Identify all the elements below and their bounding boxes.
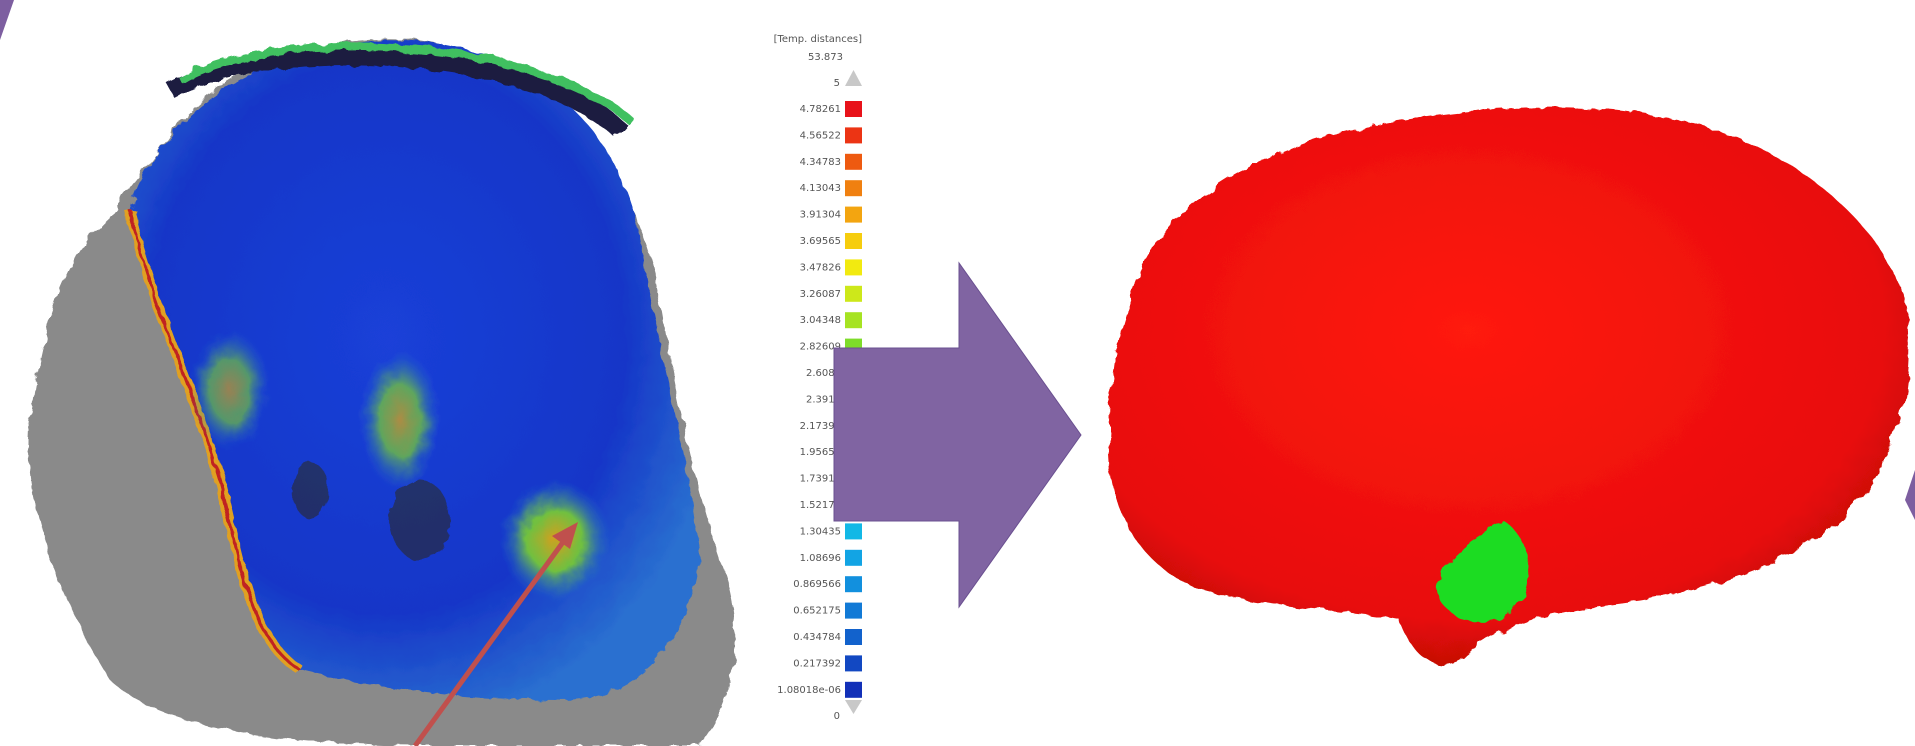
legend-bottom-arrow (845, 700, 862, 714)
legend-swatch (845, 233, 862, 249)
legend-label: 4.34783 (800, 157, 841, 168)
legend-label: 2.3913 (806, 394, 841, 405)
legend-swatch (845, 681, 862, 698)
legend-label: 0.652175 (793, 606, 841, 617)
legend-label: 1.08696 (800, 553, 841, 564)
legend-swatch (845, 259, 862, 276)
legend-top: 5 (834, 78, 840, 89)
legend-label: 3.47826 (800, 262, 841, 273)
legend-label: 3.91304 (800, 210, 841, 221)
legend-swatch (845, 523, 862, 540)
legend-swatch (845, 602, 862, 619)
legend-swatch (845, 206, 862, 223)
legend-label: 1.95652 (800, 447, 841, 458)
legend-label: 4.56522 (800, 130, 841, 141)
skull-heatmap (28, 38, 736, 746)
legend-swatch (845, 576, 862, 593)
pointer-arrow (412, 522, 578, 746)
legend-label: 3.26087 (800, 289, 841, 300)
legend-label: 4.13043 (800, 183, 841, 194)
legend-label: 4.78261 (800, 104, 841, 115)
legend-top-arrow (845, 70, 862, 86)
legend-label: 3.69565 (800, 236, 841, 247)
corner-accent (0, 0, 14, 40)
legend-label: 2.82609 (800, 342, 841, 353)
legend-label: 0.869566 (793, 579, 841, 590)
legend-swatch (845, 127, 862, 144)
legend-swatch (845, 180, 862, 197)
legend-swatch (845, 153, 862, 170)
legend-label: 2.17391 (800, 421, 841, 432)
legend-label: 3.04348 (800, 315, 841, 326)
legend-swatch (845, 285, 862, 302)
legend-swatch (845, 549, 862, 566)
color-legend: [Temp. distances] 53.873 5 0 4.78261 4.56… (774, 34, 862, 722)
legend-title: [Temp. distances] (774, 34, 862, 45)
legend-label: 1.73913 (800, 474, 841, 485)
legend-bottom: 0 (834, 711, 840, 722)
corner-accent (1905, 470, 1915, 520)
legend-swatch (845, 655, 862, 672)
legend-label: 2.6087 (806, 368, 841, 379)
brain-model (1109, 107, 1909, 665)
legend-swatch (845, 629, 862, 645)
legend-label: 0.217392 (793, 658, 841, 669)
legend-label: 0.434784 (793, 632, 841, 643)
legend-swatch (845, 101, 862, 117)
legend-label: 1.30435 (800, 526, 841, 537)
legend-swatch (845, 312, 862, 329)
legend-label: 1.52174 (800, 500, 841, 511)
transition-arrow (833, 261, 1082, 609)
legend-label: 1.08018e-06 (777, 685, 841, 696)
legend-max: 53.873 (808, 52, 843, 63)
